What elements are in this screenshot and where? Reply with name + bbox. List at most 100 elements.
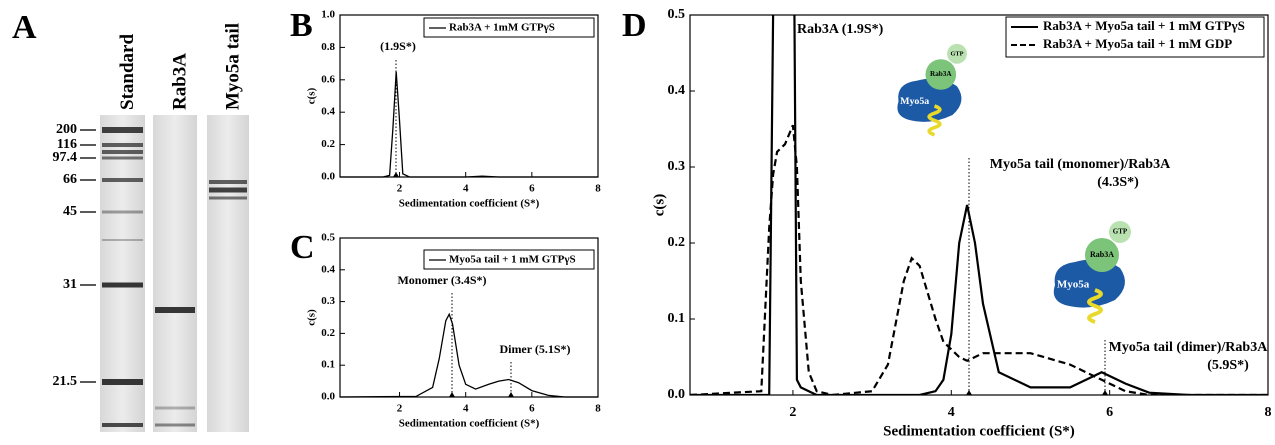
annotation: Dimer (5.1S*) [499, 342, 570, 356]
y-tick-label: 0.2 [668, 235, 686, 250]
complex-icon: GTP Rab3A Myo5a [1053, 221, 1131, 324]
panel-letter: A [12, 9, 37, 46]
y-tick-label: 0.4 [321, 263, 335, 275]
y-tick-label: 1.0 [321, 9, 335, 21]
x-tick-label: 6 [529, 403, 535, 415]
plot-frame [339, 14, 599, 178]
annotation: Monomer (3.4S*) [397, 273, 486, 287]
y-tick-label: 0.4 [668, 83, 686, 98]
legend-label: Rab3A + Myo5a tail + 1 mM GDP [1043, 36, 1232, 51]
x-axis-label: Sedimentation coefficient (S*) [883, 423, 1075, 439]
lane-label: Standard [117, 34, 138, 110]
plot-area [339, 312, 598, 398]
y-axis-label: c(s) [306, 87, 318, 104]
y-tick-label: 0.0 [321, 171, 335, 183]
x-tick-label: 2 [789, 405, 796, 420]
gel-band [102, 282, 143, 288]
y-axis-label: c(s) [306, 309, 318, 326]
annotation: (4.3S*) [1097, 175, 1139, 190]
marker-label: 116 [57, 137, 77, 152]
legend-label: Rab3A + Myo5a tail + 1 mM GTPγS [1043, 18, 1245, 33]
axis-marker [393, 172, 399, 177]
axis-marker [966, 390, 972, 395]
annotation: Myo5a tail (dimer)/Rab3A [1109, 340, 1269, 355]
x-tick-label: 6 [529, 183, 535, 195]
y-tick-label: 0.1 [321, 359, 335, 371]
gel-band [102, 143, 143, 147]
panel-letter: C [290, 229, 315, 266]
data-line [339, 312, 598, 398]
rab3a-shape [925, 59, 957, 90]
data-line [690, 15, 1268, 395]
marker-label: 66 [63, 172, 77, 187]
annotation: Myo5a tail (monomer)/Rab3A [990, 157, 1171, 172]
y-tick-label: 0.3 [668, 159, 686, 174]
panel-letter: B [290, 7, 313, 44]
annotation: Rab3A (1.9S*) [797, 22, 884, 37]
plot-frame [339, 237, 599, 398]
axis-marker [449, 392, 455, 397]
x-axis-label: Sedimentation coefficient (S*) [399, 198, 540, 210]
axis-marker [1102, 390, 1108, 395]
legend-box [423, 17, 595, 38]
panel-letter: D [622, 7, 647, 44]
gel-band [209, 187, 247, 193]
y-tick-label: 0.5 [668, 7, 686, 22]
legend-box [1005, 16, 1265, 58]
x-tick-label: 8 [595, 183, 601, 195]
gel-band [102, 127, 143, 133]
x-tick-label: 2 [397, 183, 403, 195]
gel-band [102, 210, 143, 214]
icon-label: Rab3A [1090, 250, 1114, 259]
gel-band [155, 406, 195, 410]
icon-label: GTP [951, 50, 964, 57]
gtp-shape [1109, 221, 1131, 243]
gel-band [102, 178, 143, 182]
gel-lane [207, 115, 249, 432]
annotation: (1.9S*) [380, 39, 416, 53]
marker-label: 31 [63, 277, 77, 292]
icon-label: GTP [1113, 228, 1128, 236]
marker-label: 97.4 [53, 150, 78, 165]
x-axis-label: Sedimentation coefficient (S*) [399, 418, 540, 430]
icon-label: Myo5a [1057, 279, 1090, 291]
lane-label: Myo5a tail [222, 23, 243, 110]
y-axis-label: c(s) [651, 194, 667, 217]
gel-band [102, 239, 143, 241]
y-tick-label: 0.6 [321, 73, 335, 85]
gel-band [102, 150, 143, 154]
x-tick-label: 6 [1106, 405, 1113, 420]
y-tick-label: 0.0 [668, 387, 686, 402]
icon-label: Myo5a [900, 96, 929, 107]
lane-label: Rab3A [169, 53, 190, 110]
y-tick-label: 0.0 [321, 391, 335, 403]
complex-icon: GTP Rab3A Myo5a [897, 43, 967, 137]
myo5a-shape [1053, 259, 1125, 308]
data-line [690, 124, 1268, 395]
icon-label: Rab3A [930, 70, 952, 78]
gtp-shape [947, 43, 967, 64]
gel-band [209, 196, 247, 200]
gel-band [102, 379, 143, 385]
x-tick-label: 8 [595, 403, 601, 415]
gel-band [102, 423, 143, 427]
axis-marker [508, 392, 514, 397]
y-tick-label: 0.2 [321, 138, 335, 150]
data-line [340, 71, 598, 178]
rab3a-shape [1085, 238, 1119, 272]
y-tick-label: 0.5 [321, 232, 335, 244]
x-tick-label: 4 [463, 183, 469, 195]
marker-label: 200 [56, 122, 77, 137]
plot-frame [689, 14, 1269, 396]
legend-box [423, 249, 595, 270]
y-tick-label: 0.1 [668, 311, 686, 326]
y-tick-label: 0.4 [321, 106, 335, 118]
gel-lane [153, 115, 197, 432]
y-tick-label: 0.8 [321, 41, 335, 53]
gel-band [102, 156, 143, 160]
plot-area [690, 15, 1268, 395]
x-tick-label: 2 [397, 403, 403, 415]
gel-band [155, 307, 195, 313]
x-tick-label: 8 [1265, 405, 1272, 420]
